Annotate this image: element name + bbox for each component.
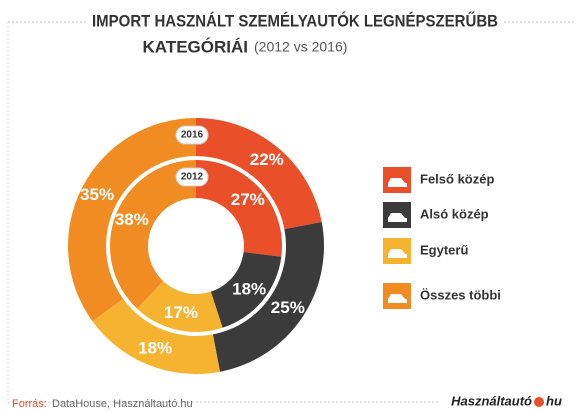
donut-slice (196, 160, 282, 257)
source: DataHouse, Használtautó.hu (52, 398, 193, 410)
donut-slice (212, 222, 324, 372)
legend-icon (388, 294, 407, 303)
data-label: 38% (115, 210, 149, 229)
series-badge (175, 167, 209, 187)
donut-slice (137, 280, 223, 332)
series-label: 2016 (181, 130, 204, 141)
data-label: 17% (164, 303, 198, 322)
data-label: 18% (138, 339, 172, 358)
chart-subtitle: (2012 vs 2016) (254, 39, 347, 55)
legend-label: Összes többi (420, 287, 501, 302)
source-label: Forrás: (12, 398, 47, 410)
donut-slice (67, 118, 196, 322)
logo-dot (534, 397, 544, 407)
data-label: 25% (271, 298, 305, 317)
donut-slice (92, 298, 220, 374)
data-label: 22% (250, 150, 284, 169)
legend-icon (388, 213, 407, 222)
chart-title: KATEGÓRIÁI (143, 37, 248, 56)
chart-title: IMPORT HASZNÁLT SZEMÉLYAUTÓK LEGNÉPSZERŰ… (92, 11, 498, 30)
donut-slice (210, 252, 282, 328)
legend-label: Felső közép (420, 171, 494, 186)
legend-icon (388, 178, 407, 187)
donut-slice (109, 160, 196, 309)
donut-slice (196, 118, 322, 230)
data-label: 27% (231, 190, 265, 209)
legend-label: Egyterű (420, 242, 468, 257)
series-label: 2012 (181, 172, 204, 183)
legend-icon (388, 249, 407, 258)
logo: hu (546, 393, 562, 408)
legend-label: Alsó közép (420, 206, 489, 221)
data-label: 35% (80, 185, 114, 204)
series-badge (175, 125, 209, 145)
data-label: 18% (232, 279, 266, 298)
logo: Használtautó (451, 393, 532, 408)
